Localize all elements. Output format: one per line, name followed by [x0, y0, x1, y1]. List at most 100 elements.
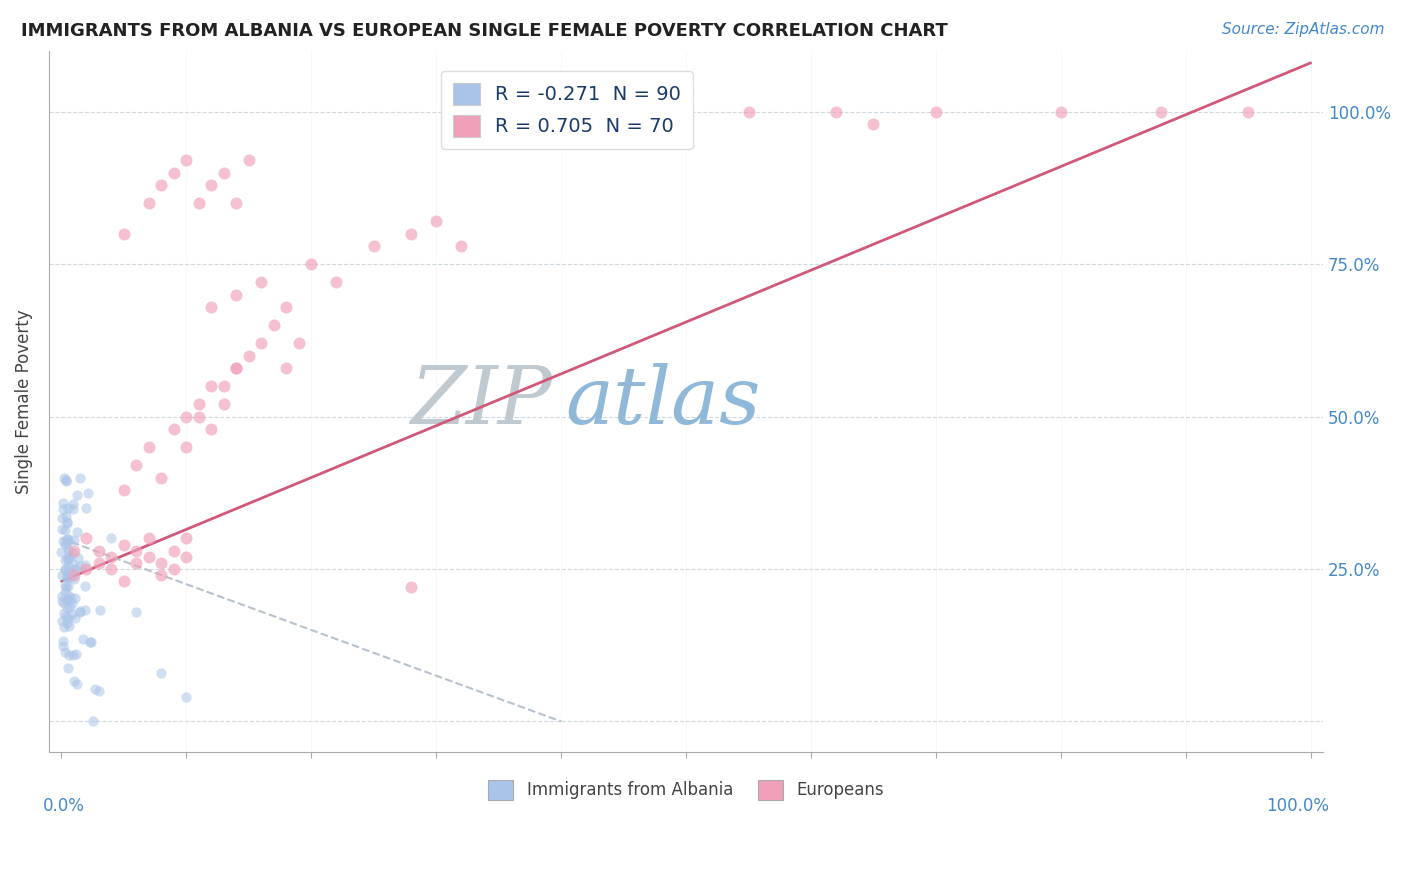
Point [75, 562, 97, 576]
Point [56, 542, 79, 557]
Point [276, 300, 298, 314]
Point [62, 558, 84, 572]
Point [62, 546, 84, 560]
Point [225, 287, 247, 301]
Point [176, 440, 198, 454]
Point [52, 639, 75, 653]
Point [125, 605, 148, 619]
Point [62, 674, 84, 689]
Point [1237, 104, 1260, 119]
Point [87, 684, 110, 698]
Point [125, 543, 148, 558]
Point [52, 501, 75, 516]
Point [163, 422, 186, 436]
Point [187, 397, 209, 411]
Point [65, 525, 87, 540]
Point [187, 196, 209, 211]
Point [69, 559, 91, 574]
Point [100, 562, 122, 576]
Point [325, 276, 347, 290]
Point [52, 596, 75, 610]
Point [58, 589, 80, 603]
Point [56, 570, 79, 584]
Point [125, 458, 148, 473]
Point [63, 568, 86, 582]
Text: Source: ZipAtlas.com: Source: ZipAtlas.com [1222, 22, 1385, 37]
Point [69, 605, 91, 619]
Point [51, 589, 73, 603]
Point [89, 603, 111, 617]
Point [56, 570, 79, 584]
Point [65, 647, 87, 661]
Point [112, 227, 135, 241]
Point [59, 591, 82, 605]
Point [176, 549, 198, 564]
Point [58, 618, 80, 632]
Point [138, 440, 160, 454]
Point [150, 665, 173, 680]
Point [187, 409, 209, 424]
Point [176, 153, 198, 168]
Point [55, 580, 77, 594]
Point [399, 580, 422, 594]
Point [363, 239, 385, 253]
Point [62, 497, 84, 511]
Point [56, 534, 79, 549]
Point [163, 543, 186, 558]
Point [112, 574, 135, 589]
Point [425, 214, 447, 228]
Point [862, 117, 884, 131]
Point [62, 648, 84, 662]
Point [55, 473, 77, 487]
Point [150, 470, 173, 484]
Point [212, 379, 235, 393]
Point [58, 648, 80, 662]
Point [56, 601, 79, 615]
Point [51, 615, 73, 629]
Point [82, 714, 104, 729]
Point [56, 559, 79, 574]
Point [163, 166, 186, 180]
Point [53, 584, 76, 599]
Point [56, 532, 79, 546]
Point [52, 496, 75, 510]
Point [138, 196, 160, 211]
Point [63, 591, 86, 605]
Point [55, 509, 77, 524]
Point [62, 501, 84, 516]
Point [150, 568, 173, 582]
Point [58, 592, 80, 607]
Point [112, 483, 135, 497]
Point [58, 551, 80, 566]
Point [58, 579, 80, 593]
Text: 0.0%: 0.0% [42, 797, 84, 815]
Point [58, 565, 80, 579]
Point [225, 196, 247, 211]
Point [65, 561, 87, 575]
Point [63, 572, 86, 586]
Point [200, 379, 222, 393]
Point [55, 474, 77, 488]
Point [51, 567, 73, 582]
Point [53, 562, 76, 576]
Point [163, 562, 186, 576]
Point [58, 544, 80, 558]
Point [100, 549, 122, 564]
Point [65, 676, 87, 690]
Point [1150, 104, 1173, 119]
Point [53, 537, 76, 551]
Point [238, 349, 260, 363]
Point [56, 661, 79, 675]
Point [250, 276, 273, 290]
Point [56, 551, 79, 566]
Point [56, 515, 79, 529]
Text: 100.0%: 100.0% [1267, 797, 1330, 815]
Point [69, 470, 91, 484]
Point [55, 608, 77, 623]
Legend: Immigrants from Albania, Europeans: Immigrants from Albania, Europeans [482, 773, 890, 806]
Point [55, 536, 77, 550]
Point [925, 104, 948, 119]
Point [75, 558, 97, 572]
Point [450, 239, 472, 253]
Point [75, 532, 97, 546]
